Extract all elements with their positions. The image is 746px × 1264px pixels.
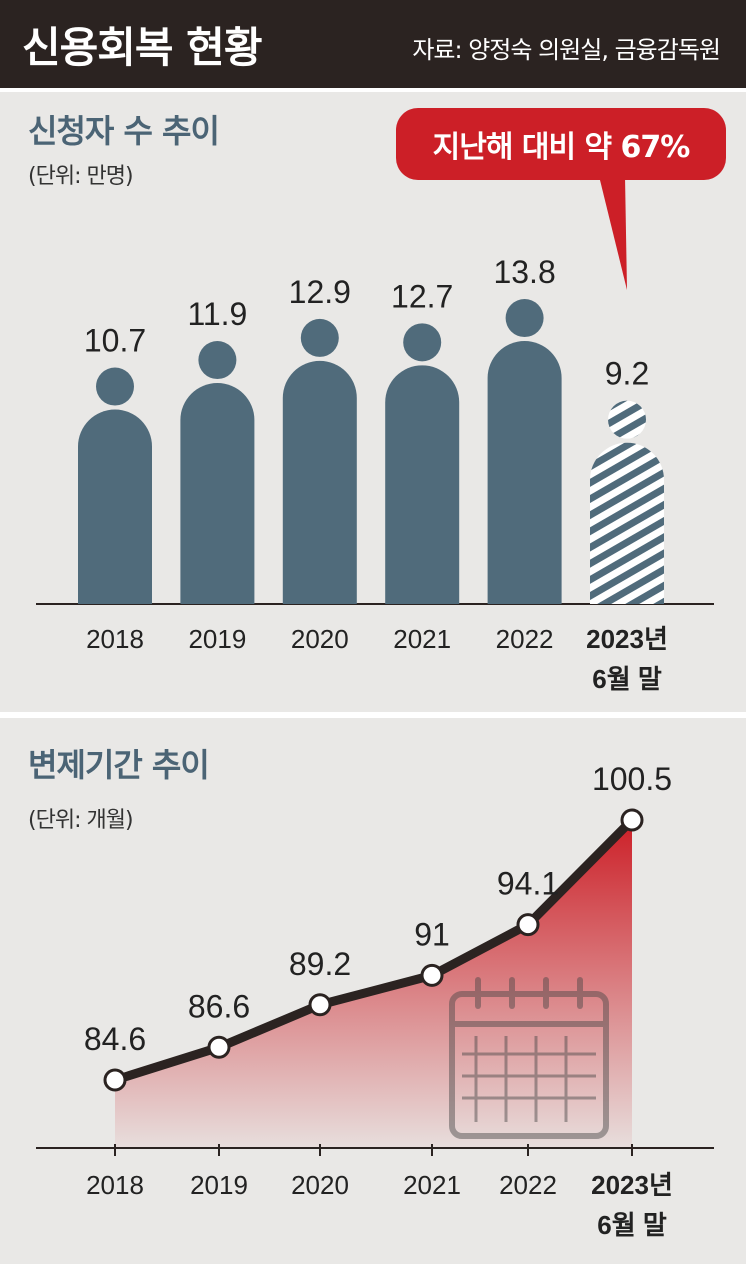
x-tick-label: 2019 (188, 624, 246, 654)
repayment-chart: 84.6 2018 86.6 2019 89.2 2020 91 2021 94.1 2022 10… (36, 761, 714, 1240)
person-body (385, 365, 460, 604)
data-point (516, 913, 540, 937)
person-body (282, 360, 357, 604)
area-fill (115, 820, 632, 1148)
x-tick-label: 2019 (190, 1170, 248, 1200)
calendar-icon (449, 977, 609, 1139)
applicants-panel: 10.7 2018 11.9 2019 12.9 2020 12.7 2021 13.8 2022… (0, 92, 746, 712)
page-title: 신용회복 현황 (22, 23, 262, 72)
applicants-chart: 10.7 2018 11.9 2019 12.9 2020 12.7 2021 13.8 2022… (36, 176, 714, 694)
x-tick-label: 2020 (291, 1170, 349, 1200)
person-bar (487, 299, 562, 604)
data-label: 9.2 (605, 356, 649, 392)
source-note: 자료: 양정숙 의원실, 금융감독원 (412, 36, 721, 64)
x-tick-label: 6월 말 (592, 664, 662, 694)
data-label: 84.6 (84, 1021, 146, 1057)
person-bar (180, 341, 255, 604)
repayment-chart-title: 변제기간 추이 (28, 746, 210, 784)
person-body (487, 341, 562, 604)
yoy-callout: 지난해 대비 약 67% (396, 108, 726, 180)
applicants-unit-label: (단위: 만명) (28, 164, 134, 189)
person-head (505, 299, 544, 338)
x-tick-label: 2021 (393, 624, 451, 654)
person-head (608, 400, 646, 439)
data-label: 10.7 (84, 323, 146, 359)
x-tick-label: 2018 (86, 624, 144, 654)
data-point (207, 1035, 231, 1059)
person-head (96, 367, 134, 406)
x-tick-label: 6월 말 (597, 1210, 667, 1240)
person-bar (385, 323, 460, 604)
data-label: 89.2 (289, 946, 351, 982)
x-tick-label: 2020 (291, 624, 349, 654)
x-tick-label: 2023년 (586, 624, 668, 654)
data-label: 13.8 (493, 254, 555, 290)
data-label: 12.9 (289, 274, 351, 310)
x-tick-label: 2023년 (591, 1170, 673, 1200)
person-body (180, 383, 255, 604)
applicants-chart-title: 신청자 수 추이 (28, 112, 220, 150)
data-point (308, 993, 332, 1017)
person-body (78, 409, 152, 604)
data-label: 86.6 (188, 988, 250, 1024)
data-label: 11.9 (187, 296, 247, 332)
data-point (620, 808, 644, 832)
x-tick-label: 2022 (499, 1170, 557, 1200)
repayment-panel: 84.6 2018 86.6 2019 89.2 2020 91 2021 94.1 2022 10… (0, 718, 746, 1264)
person-body (590, 442, 664, 604)
x-tick-label: 2022 (496, 624, 554, 654)
x-tick-label: 2021 (403, 1170, 461, 1200)
data-label: 100.5 (592, 761, 672, 797)
x-tick-label: 2018 (86, 1170, 144, 1200)
person-head (300, 318, 339, 357)
person-head (198, 341, 237, 380)
person-bar (590, 400, 664, 604)
data-label: 12.7 (391, 278, 453, 314)
person-bar (78, 367, 152, 604)
series-line (113, 816, 636, 1085)
data-label: 91 (414, 916, 450, 952)
header-bar: 신용회복 현황 자료: 양정숙 의원실, 금융감독원 (0, 0, 746, 88)
data-point (103, 1068, 127, 1092)
person-bar (282, 318, 357, 604)
repayment-unit-label: (단위: 개월) (28, 808, 134, 833)
data-point (420, 963, 444, 987)
data-label: 94.1 (497, 866, 559, 902)
callout-pointer (599, 176, 627, 290)
person-head (403, 323, 442, 362)
